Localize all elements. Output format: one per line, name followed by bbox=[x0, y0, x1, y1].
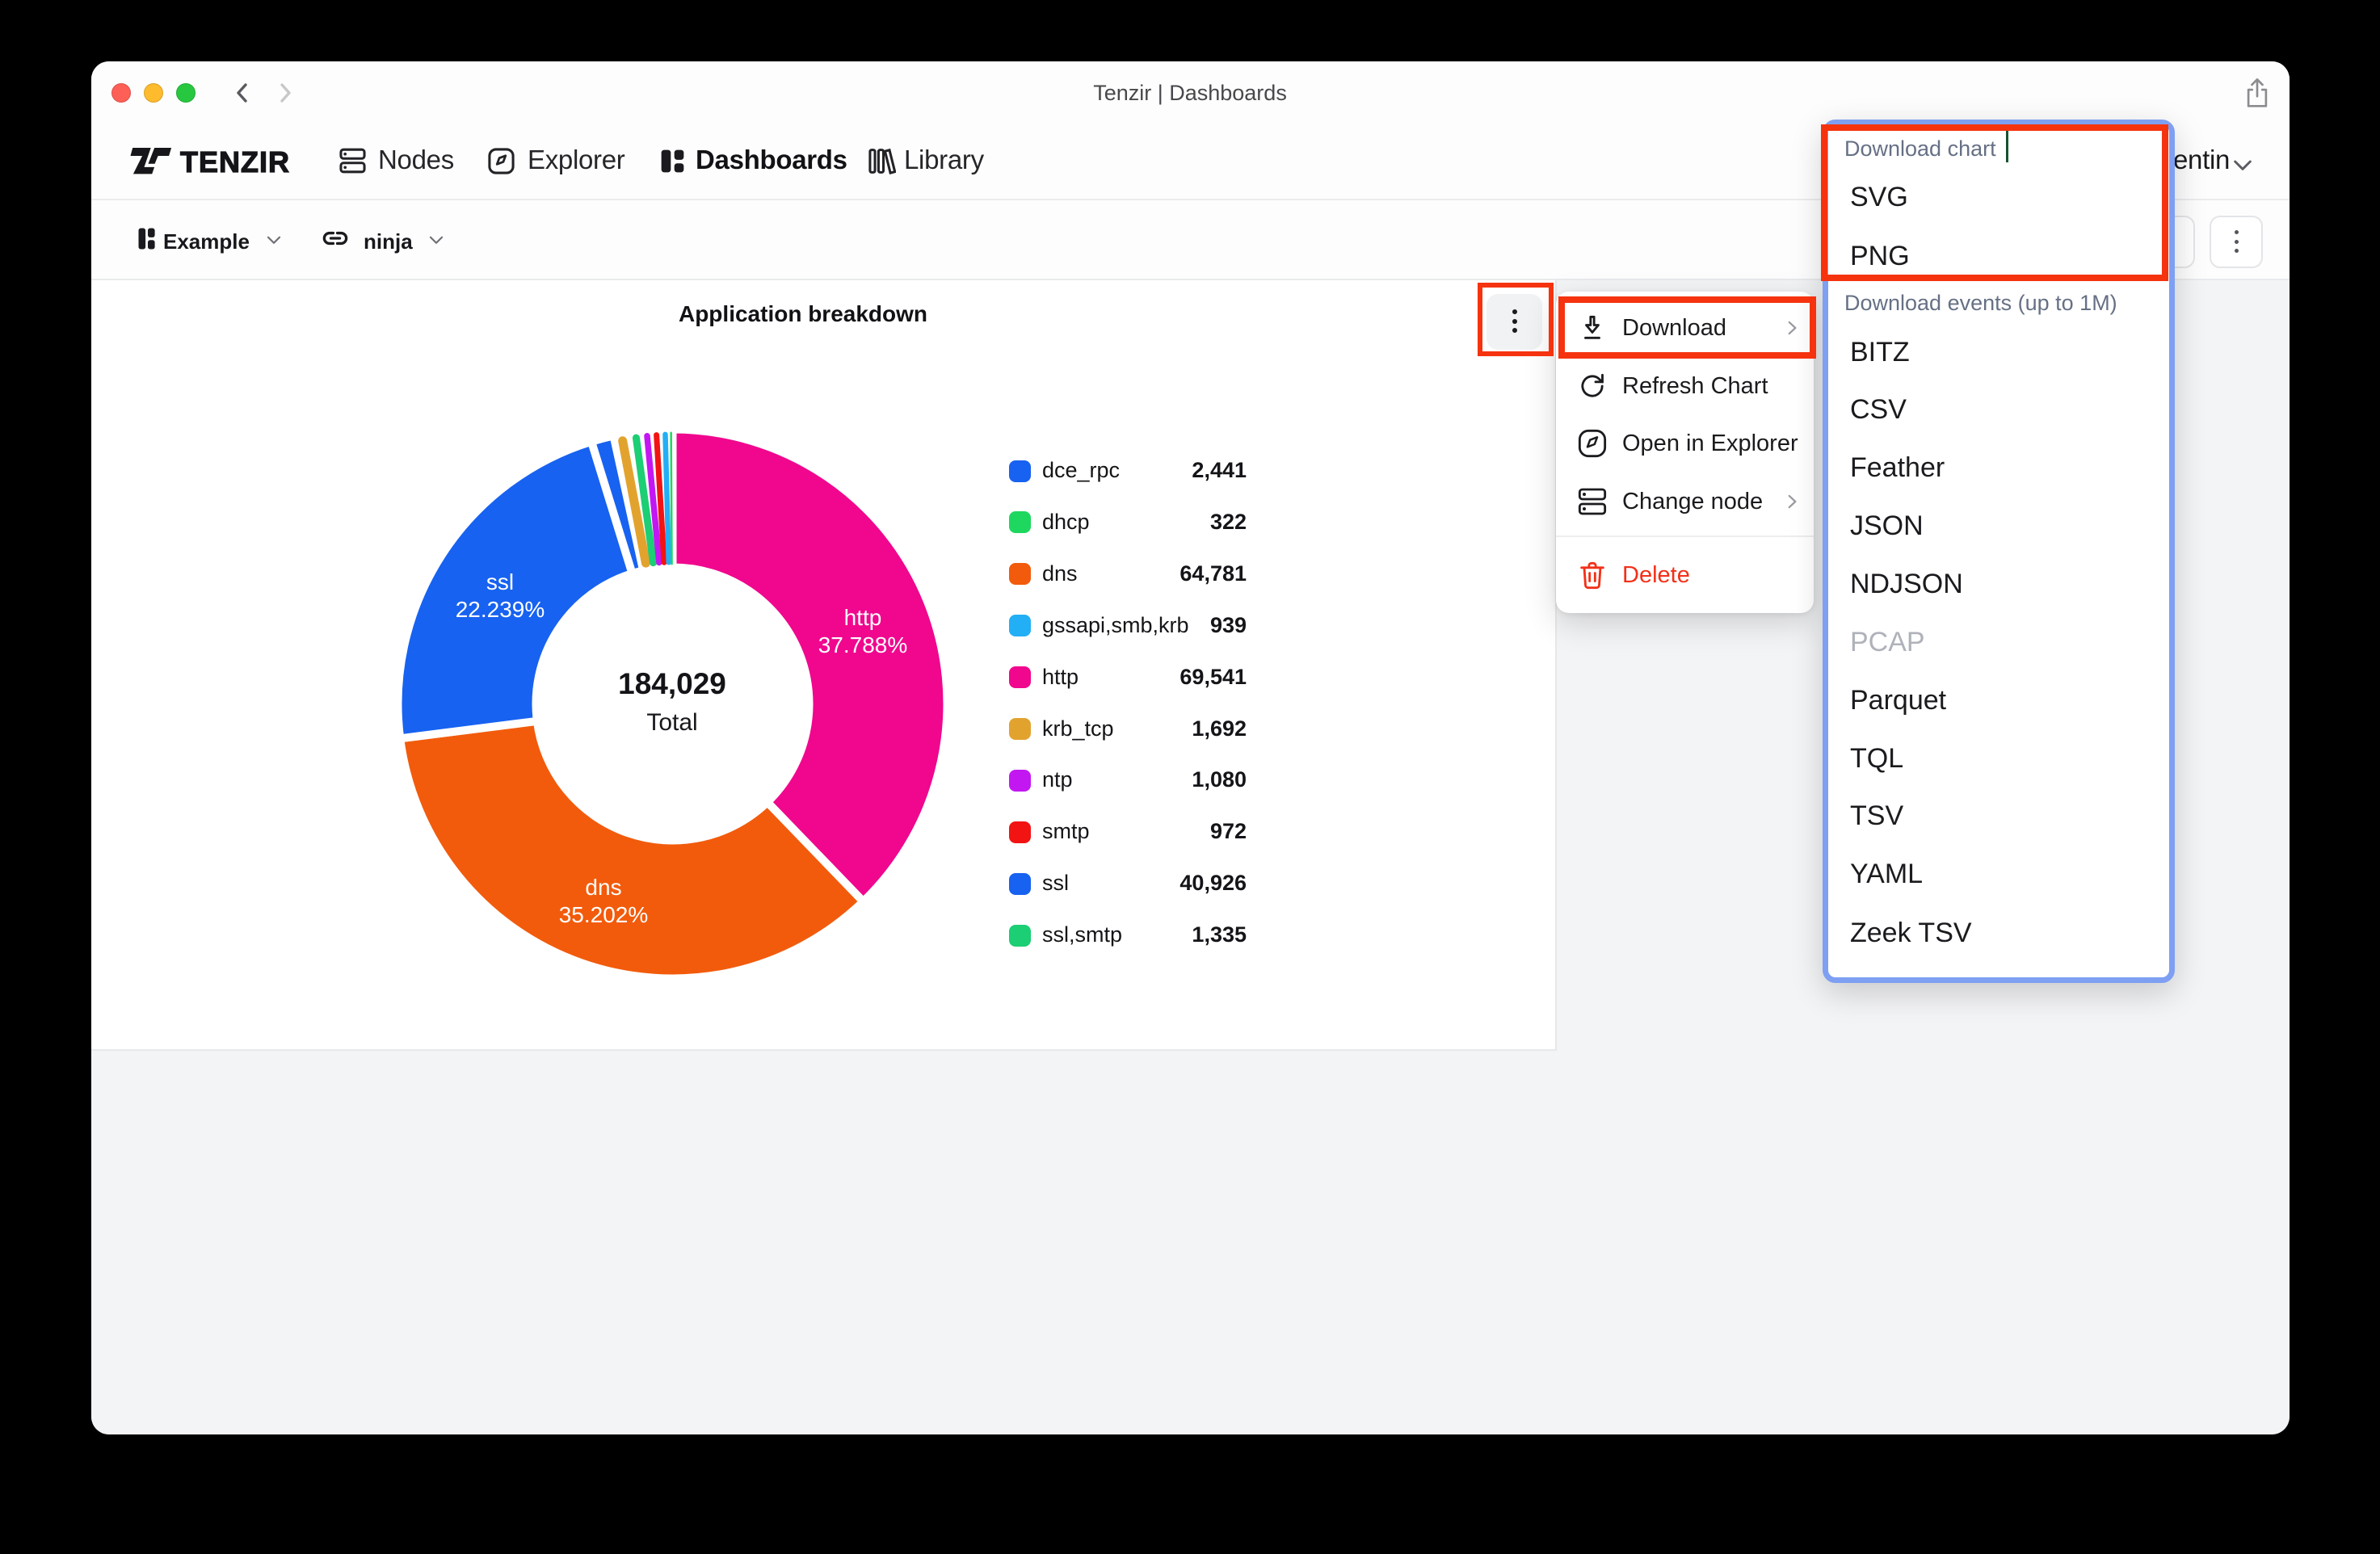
svg-text:22.239%: 22.239% bbox=[456, 597, 545, 622]
svg-text:35.202%: 35.202% bbox=[559, 902, 649, 927]
svg-text:http: http bbox=[844, 605, 882, 630]
svg-text:37.788%: 37.788% bbox=[818, 632, 908, 657]
svg-text:dns: dns bbox=[585, 875, 621, 900]
svg-text:ssl: ssl bbox=[486, 569, 514, 594]
